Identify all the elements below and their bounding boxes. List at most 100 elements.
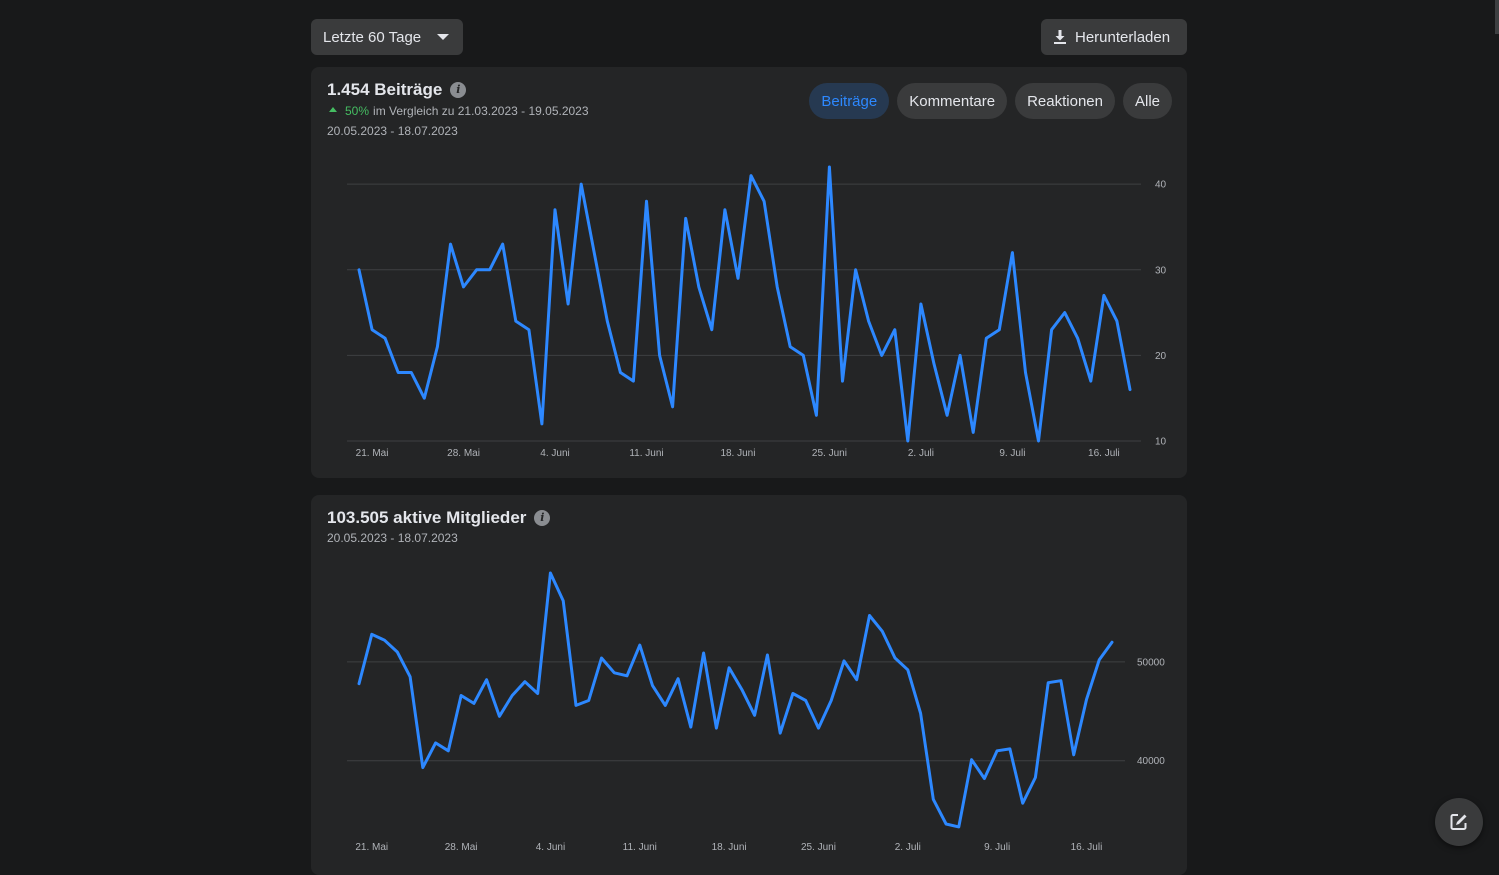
data-point[interactable] [1071, 752, 1077, 758]
data-point[interactable] [970, 429, 976, 435]
data-point[interactable] [930, 796, 936, 802]
data-point[interactable] [815, 725, 821, 731]
data-point[interactable] [591, 250, 597, 256]
data-point[interactable] [578, 181, 584, 187]
data-point[interactable] [813, 412, 819, 418]
data-point[interactable] [853, 267, 859, 273]
data-point[interactable] [447, 241, 453, 247]
data-point[interactable] [840, 378, 846, 384]
data-point[interactable] [1045, 680, 1051, 686]
data-point[interactable] [957, 352, 963, 358]
data-point[interactable] [535, 691, 541, 697]
data-point[interactable] [500, 241, 506, 247]
data-point[interactable] [854, 677, 860, 683]
data-point[interactable] [526, 327, 532, 333]
data-point[interactable] [662, 702, 668, 708]
data-point[interactable] [841, 658, 847, 664]
data-point[interactable] [803, 697, 809, 703]
data-point[interactable] [1032, 775, 1038, 781]
data-point[interactable] [905, 667, 911, 673]
data-point[interactable] [764, 652, 770, 658]
data-point[interactable] [1083, 696, 1089, 702]
data-point[interactable] [748, 173, 754, 179]
data-point[interactable] [1101, 292, 1107, 298]
data-point[interactable] [522, 679, 528, 685]
data-point[interactable] [369, 327, 375, 333]
data-point[interactable] [408, 370, 414, 376]
data-point[interactable] [474, 267, 480, 273]
data-point[interactable] [445, 748, 451, 754]
data-point[interactable] [826, 164, 832, 170]
data-point[interactable] [739, 687, 745, 693]
data-point[interactable] [892, 327, 898, 333]
data-point[interactable] [407, 674, 413, 680]
data-point[interactable] [1075, 335, 1081, 341]
data-point[interactable] [643, 198, 649, 204]
data-point[interactable] [994, 748, 1000, 754]
data-point[interactable] [369, 631, 375, 637]
data-point[interactable] [761, 198, 767, 204]
download-button[interactable]: Herunterladen [1041, 19, 1187, 55]
data-point[interactable] [735, 275, 741, 281]
data-point[interactable] [918, 301, 924, 307]
data-point[interactable] [696, 284, 702, 290]
data-point[interactable] [1049, 327, 1055, 333]
data-point[interactable] [688, 724, 694, 730]
tab-kommentare[interactable]: Kommentare [897, 83, 1008, 119]
data-point[interactable] [604, 318, 610, 324]
data-point[interactable] [1007, 746, 1013, 752]
data-point[interactable] [1109, 639, 1115, 645]
data-point[interactable] [573, 702, 579, 708]
data-point[interactable] [800, 352, 806, 358]
data-point[interactable] [433, 740, 439, 746]
data-point[interactable] [879, 628, 885, 634]
data-point[interactable] [1096, 657, 1102, 663]
tab-alle[interactable]: Alle [1122, 83, 1172, 119]
data-point[interactable] [675, 676, 681, 682]
series-line[interactable] [357, 571, 1114, 829]
data-point[interactable] [867, 612, 873, 618]
date-range-dropdown[interactable]: Letzte 60 Tage [311, 19, 463, 55]
data-point[interactable] [421, 395, 427, 401]
series-line[interactable] [357, 165, 1132, 443]
data-point[interactable] [547, 570, 553, 576]
data-point[interactable] [565, 301, 571, 307]
data-point[interactable] [657, 352, 663, 358]
tab-reaktionen[interactable]: Reaktionen [1015, 83, 1115, 119]
data-point[interactable] [1020, 800, 1026, 806]
data-point[interactable] [670, 404, 676, 410]
data-point[interactable] [777, 730, 783, 736]
data-point[interactable] [1114, 318, 1120, 324]
data-point[interactable] [382, 637, 388, 643]
data-point[interactable] [879, 352, 885, 358]
data-point[interactable] [892, 655, 898, 661]
data-point[interactable] [866, 318, 872, 324]
data-point[interactable] [624, 673, 630, 679]
data-point[interactable] [487, 267, 493, 273]
info-icon[interactable]: i [450, 82, 467, 98]
data-point[interactable] [701, 650, 707, 656]
compose-button[interactable] [1435, 798, 1483, 846]
data-point[interactable] [944, 412, 950, 418]
data-point[interactable] [586, 697, 592, 703]
data-point[interactable] [931, 361, 937, 367]
data-point[interactable] [394, 649, 400, 655]
data-point[interactable] [752, 712, 758, 718]
data-point[interactable] [713, 725, 719, 731]
data-point[interactable] [905, 438, 911, 444]
data-point[interactable] [996, 327, 1002, 333]
data-point[interactable] [981, 776, 987, 782]
data-point[interactable] [461, 284, 467, 290]
data-point[interactable] [552, 207, 558, 213]
data-point[interactable] [828, 697, 834, 703]
data-point[interactable] [356, 267, 362, 273]
data-point[interactable] [356, 681, 362, 687]
data-point[interactable] [630, 378, 636, 384]
data-point[interactable] [598, 655, 604, 661]
data-point[interactable] [611, 670, 617, 676]
data-point[interactable] [382, 335, 388, 341]
data-point[interactable] [790, 691, 796, 697]
data-point[interactable] [774, 284, 780, 290]
data-point[interactable] [1088, 378, 1094, 384]
data-point[interactable] [969, 757, 975, 763]
